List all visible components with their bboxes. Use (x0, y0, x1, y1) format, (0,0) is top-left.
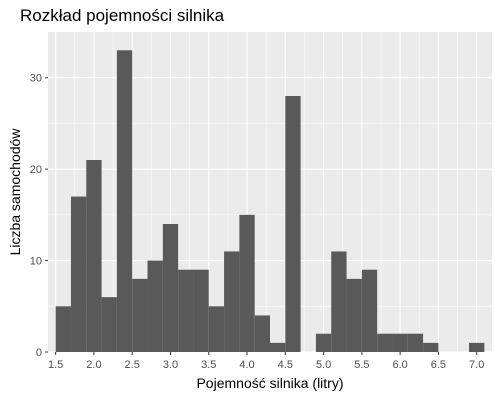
histogram-bar (361, 269, 378, 352)
histogram-bar (178, 269, 194, 352)
histogram-bar (132, 278, 148, 352)
x-tick-label: 5.0 (316, 359, 331, 371)
y-tick-label: 30 (30, 73, 42, 85)
histogram-bar (392, 333, 408, 352)
histogram-bar (254, 315, 270, 352)
x-tick-label: 3.5 (201, 359, 216, 371)
x-tick-label: 5.5 (354, 359, 369, 371)
x-tick-label: 4.5 (278, 359, 293, 371)
x-tick-label: 3.0 (163, 359, 178, 371)
x-tick-label: 1.5 (48, 359, 63, 371)
histogram-bar (469, 342, 485, 352)
x-tick-label: 6.0 (392, 359, 407, 371)
histogram-bar (270, 342, 286, 352)
y-axis-title: Liczba samochodów (7, 128, 23, 256)
x-tick-labels: 1.5 2.0 2.5 3.0 3.5 4.0 4.5 5.0 5.5 6.0 6.5 7.0 (48, 359, 484, 371)
histogram-bar (224, 251, 240, 352)
histogram-bars (55, 50, 485, 353)
histogram-bar (116, 50, 133, 353)
histogram-bar (147, 260, 163, 352)
x-axis-title: Pojemność silnika (litry) (196, 375, 343, 391)
histogram-bar (423, 342, 439, 352)
histogram-bar (377, 333, 393, 352)
histogram-bar (208, 306, 225, 352)
x-tick-label: 7.0 (469, 359, 484, 371)
histogram-bar (101, 297, 117, 352)
y-tick-label: 20 (30, 164, 42, 176)
histogram-bar (407, 333, 424, 352)
x-tick-label: 6.5 (431, 359, 446, 371)
histogram-bar (86, 160, 102, 352)
y-tick-labels: 0 10 20 30 (30, 73, 42, 359)
axis-ticks (45, 77, 478, 355)
histogram-bar (315, 333, 332, 352)
histogram-bar (239, 214, 255, 352)
x-tick-label: 2.0 (86, 359, 101, 371)
x-tick-label: 2.5 (125, 359, 140, 371)
x-tick-label: 4.0 (239, 359, 254, 371)
histogram-bar (55, 306, 71, 352)
histogram-bar (285, 96, 301, 352)
chart-title: Rozkład pojemności silnika (20, 6, 225, 25)
histogram-bar (162, 224, 179, 352)
histogram-bar (70, 196, 87, 352)
y-tick-label: 0 (36, 347, 42, 359)
y-tick-label: 10 (30, 256, 42, 268)
histogram-bar (346, 278, 362, 352)
histogram-bar (193, 269, 209, 352)
histogram-bar (331, 251, 347, 352)
